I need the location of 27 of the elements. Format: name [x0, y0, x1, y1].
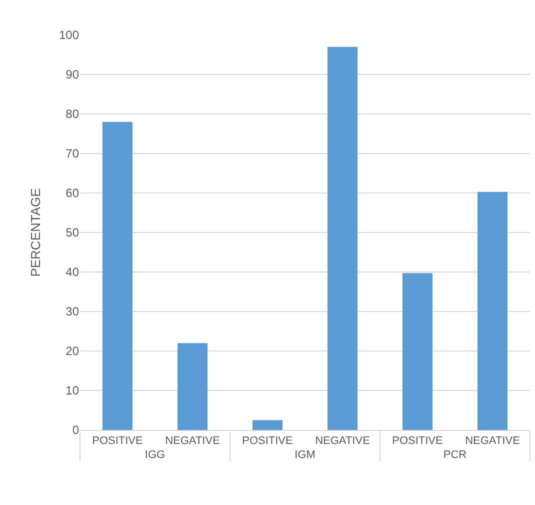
y-tick-label: 40	[66, 265, 80, 280]
y-tick-label: 50	[66, 226, 80, 240]
x-tick-label: NEGATIVE	[465, 435, 520, 448]
x-tick-label: NEGATIVE	[315, 435, 370, 448]
y-tick-label: 30	[66, 304, 80, 319]
bar	[102, 122, 132, 430]
y-tick-label: 10	[66, 384, 80, 398]
x-tick-label: POSITIVE	[242, 435, 293, 448]
bar	[478, 192, 508, 430]
y-tick-label: 20	[66, 344, 80, 358]
x-tick-label: POSITIVE	[92, 435, 143, 448]
bar	[328, 46, 358, 430]
bar	[252, 420, 282, 430]
bar	[178, 343, 208, 430]
text: IGG	[144, 449, 166, 462]
x-tick-label: NEGATIVE	[165, 435, 220, 448]
y-tick-label: 90	[66, 68, 80, 82]
y-tick-label: 80	[66, 107, 80, 122]
text: IGM	[294, 449, 316, 462]
x-tick-label: POSITIVE	[392, 435, 443, 448]
y-axis-title: PERCENTAGE	[28, 188, 43, 277]
y-tick-label: 100	[58, 28, 80, 42]
bar	[402, 273, 432, 430]
y-tick-label: 70	[66, 146, 80, 161]
y-tick-label: 60	[66, 186, 80, 200]
text: PCR	[443, 449, 467, 462]
y-tick-label: 0	[72, 423, 80, 438]
